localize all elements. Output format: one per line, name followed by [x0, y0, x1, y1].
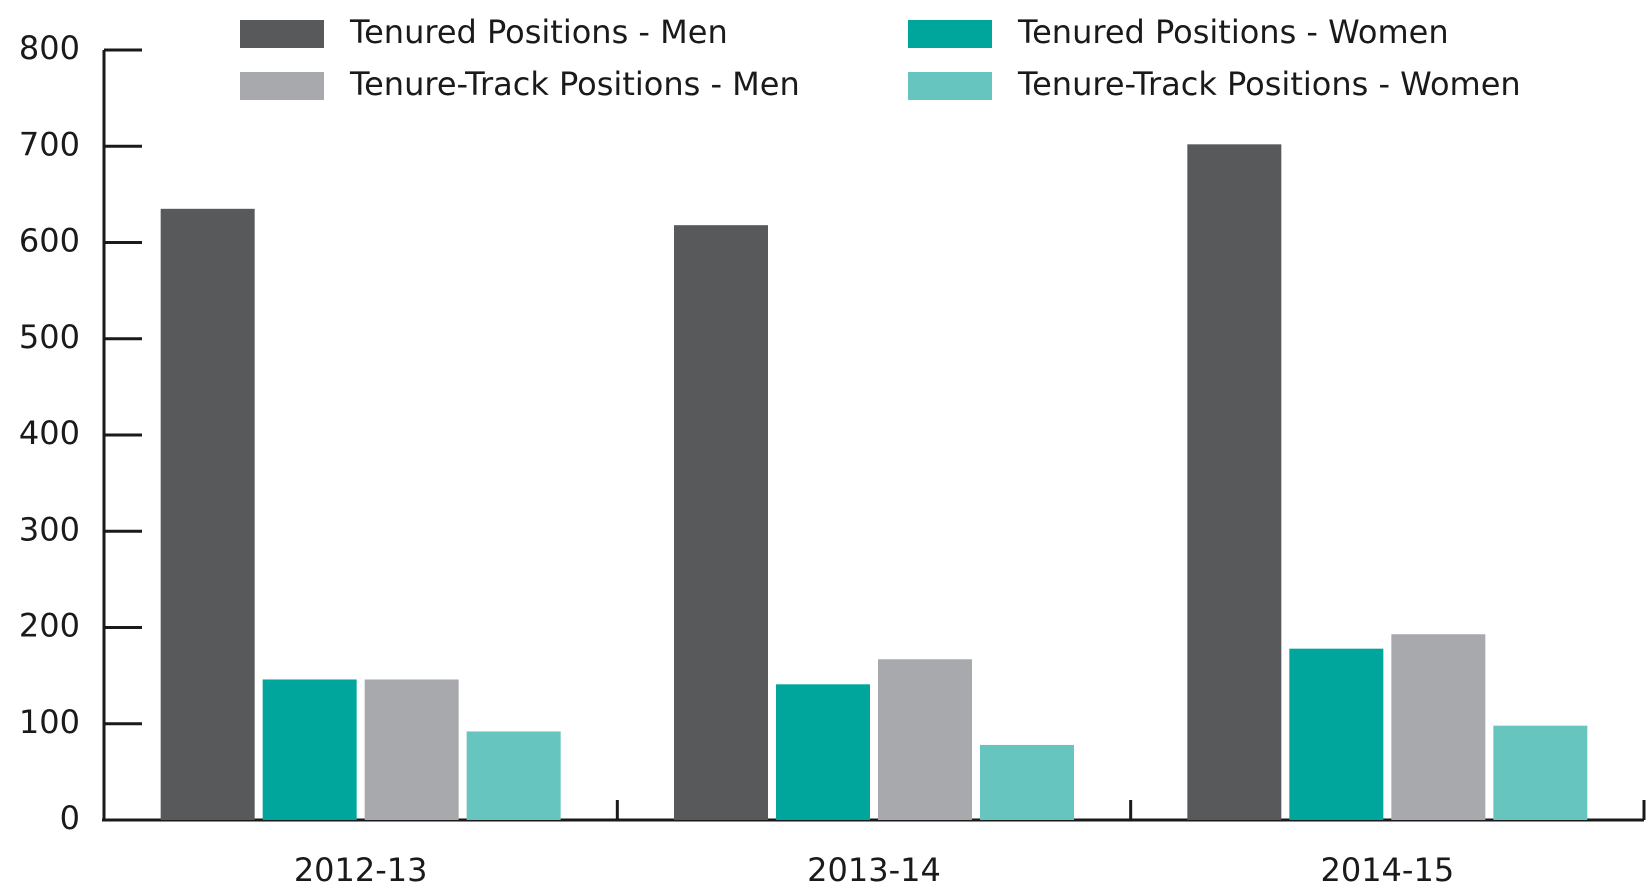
x-tick-label: 2013-14: [807, 851, 941, 889]
bar: [1289, 648, 1384, 820]
bar: [878, 659, 972, 820]
bar: [1187, 144, 1282, 820]
y-tick-label: 600: [19, 222, 80, 260]
legend-label: Tenure-Track Positions - Men: [349, 65, 800, 103]
bar: [980, 744, 1074, 820]
y-tick-label: 300: [19, 510, 80, 548]
bar: [466, 731, 561, 820]
bar: [776, 684, 870, 820]
bar: [674, 225, 768, 821]
legend-swatch: [240, 20, 324, 48]
bar: [1493, 725, 1588, 820]
x-tick-label: 2012-13: [294, 851, 428, 889]
y-tick-label: 100: [19, 703, 80, 741]
legend-swatch: [908, 20, 992, 48]
bar: [262, 679, 357, 820]
y-tick-label: 800: [19, 29, 80, 67]
bar: [160, 208, 255, 820]
y-tick-label: 200: [19, 607, 80, 645]
bar: [364, 679, 459, 820]
x-tick-label: 2014-15: [1320, 851, 1454, 889]
legend-swatch: [240, 72, 324, 100]
bar: [1391, 634, 1486, 820]
legend-label: Tenured Positions - Men: [349, 13, 728, 51]
legend-swatch: [908, 72, 992, 100]
legend-label: Tenured Positions - Women: [1017, 13, 1449, 51]
y-tick-label: 700: [19, 125, 80, 163]
legend-label: Tenure-Track Positions - Women: [1017, 65, 1521, 103]
y-tick-label: 400: [19, 414, 80, 452]
y-tick-label: 0: [60, 799, 80, 837]
y-tick-label: 500: [19, 318, 80, 356]
